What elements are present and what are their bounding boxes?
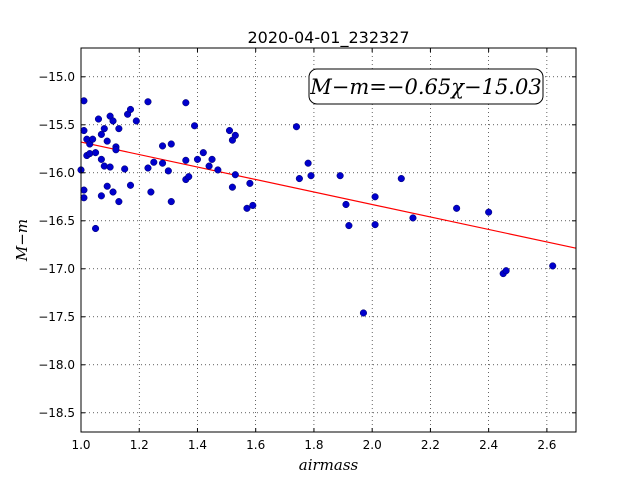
data-point [371,221,379,229]
data-point [97,155,105,163]
scatter-points [77,97,557,317]
axis-ticks: 1.0 1.2 1.4 1.6 1.8 2.0 2.2 2.4 2.6 −15.0 −15.5 −16… [38,48,576,452]
data-point [158,159,167,167]
data-point [115,125,123,133]
x-tick-label: 1.4 [188,438,207,452]
y-tick-label: −15.5 [38,118,75,132]
x-tick-label: 1.2 [130,438,149,452]
x-tick-label: 2.6 [537,438,556,452]
data-point [182,99,190,107]
data-point [100,125,108,133]
y-tick-label: −17.5 [38,310,75,324]
y-tick-label: −16.0 [38,166,75,180]
data-point [185,173,193,181]
data-point [80,97,88,105]
data-point [342,200,350,209]
data-point [80,127,88,135]
data-point [502,267,510,275]
data-point [307,172,315,180]
fit-line-group [80,141,577,249]
x-axis-label: airmass [299,456,359,474]
data-point [336,172,344,180]
x-tick-label: 2.0 [363,438,382,452]
data-point [126,181,135,189]
data-point [199,149,207,157]
data-point [167,198,175,206]
data-point [409,214,417,222]
chart-title: 2020-04-01_232327 [247,28,409,48]
data-point [164,167,172,175]
data-point [231,171,239,179]
data-point [112,146,120,154]
data-point [121,165,129,173]
data-point [191,122,199,130]
y-tick-label: −18.5 [38,406,75,420]
data-point [345,222,353,230]
data-point [144,98,152,106]
data-point [205,162,213,170]
data-point [397,175,405,183]
y-tick-label: −17.0 [38,262,75,276]
data-point [158,142,167,150]
data-point [167,140,175,148]
data-point [371,193,379,201]
x-tick-label: 2.4 [479,438,498,452]
plot-frame [80,47,577,433]
x-tick-label: 1.8 [304,438,323,452]
y-axis-label: M−m [13,219,31,262]
data-point [80,186,88,194]
data-point [92,149,100,157]
data-point [295,175,303,183]
data-point [193,155,202,163]
data-point [246,179,254,187]
data-point [182,156,190,164]
annotation-box [308,68,544,105]
data-point [249,201,257,209]
x-tick-label: 2.2 [421,438,440,452]
data-point [103,182,111,190]
data-point [92,224,100,233]
data-point [243,204,251,212]
data-point [359,309,367,317]
data-point [225,127,234,135]
data-point [97,130,105,138]
y-tick-label: −16.5 [38,214,75,228]
data-point [549,262,557,270]
data-point [228,183,236,191]
data-point [89,135,97,143]
data-point [147,188,155,196]
data-point [97,192,105,200]
grid-lines [80,48,576,432]
data-point [100,162,108,170]
data-point [485,208,493,216]
x-tick-label: 1.0 [71,438,90,452]
y-tick-label: −15.0 [38,70,75,84]
y-tick-label: −18.0 [38,358,75,372]
data-point [214,166,222,174]
data-point [132,117,140,125]
fit-line [80,141,577,249]
data-point [103,137,111,145]
data-point [94,115,103,123]
data-point [86,150,94,158]
data-point [80,194,88,202]
data-point [150,158,158,166]
data-point [115,198,123,206]
data-point [453,204,461,212]
data-point [126,105,135,113]
annotation-text: M−m=−0.65χ−15.03 [309,75,541,99]
x-tick-label: 1.6 [246,438,265,452]
data-point [106,163,114,171]
data-point [292,123,301,131]
data-point [208,155,216,163]
data-point [304,159,312,167]
data-point [109,117,117,125]
data-point [231,131,239,139]
data-point [109,188,117,196]
data-point [144,164,152,172]
fit-annotation: M−m=−0.65χ−15.03 [308,68,544,105]
